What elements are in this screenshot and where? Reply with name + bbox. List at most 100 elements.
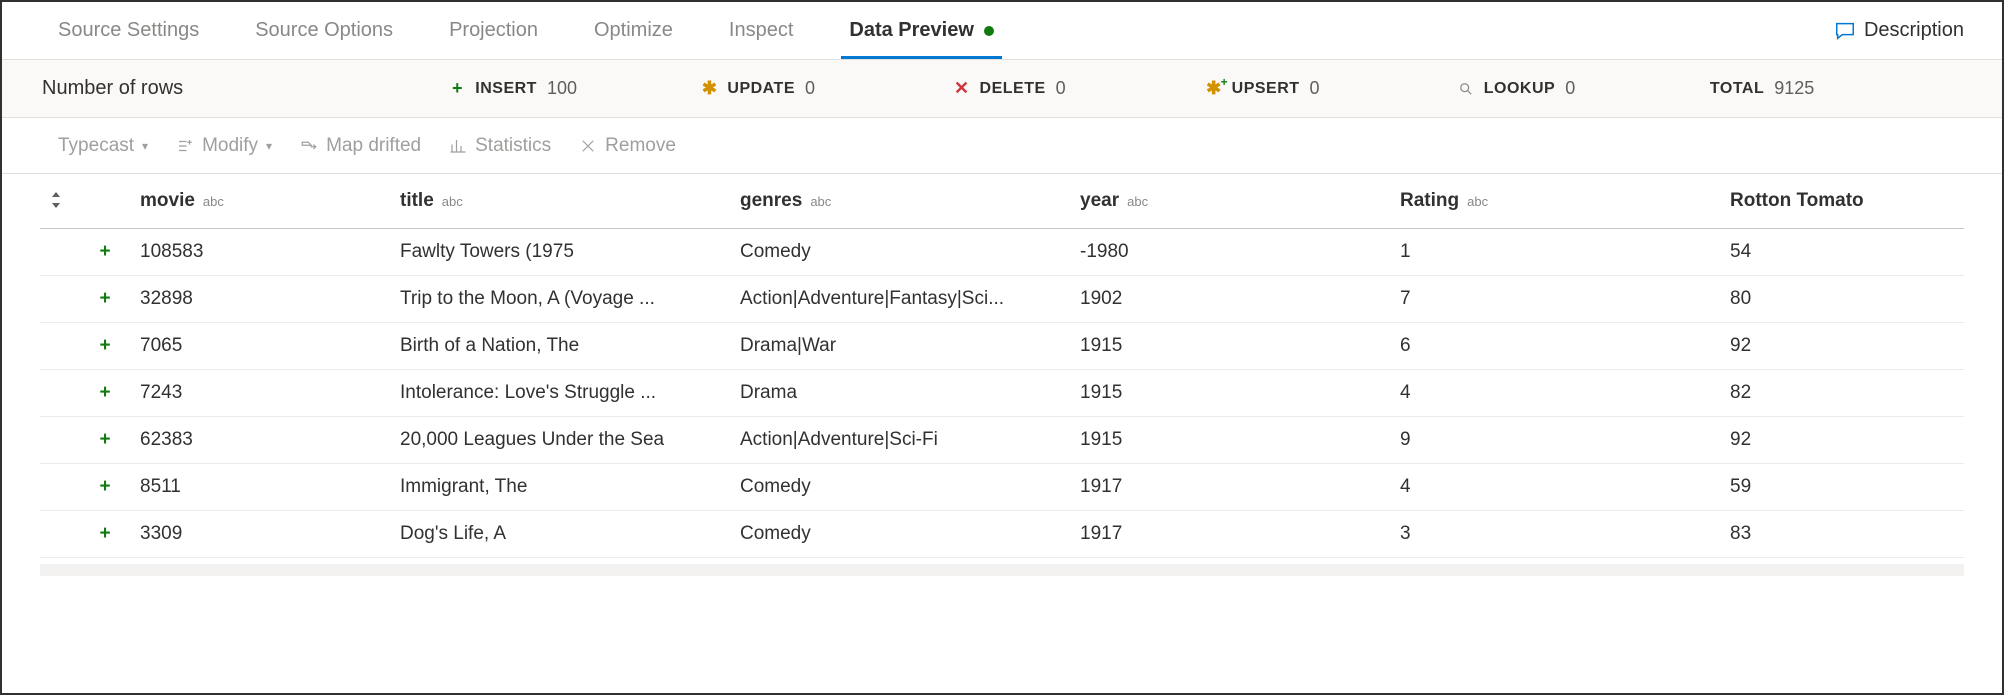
col-year[interactable]: yearabc	[1070, 174, 1390, 229]
stat-name: TOTAL	[1710, 80, 1764, 98]
tab-projection[interactable]: Projection	[421, 2, 566, 59]
asterisk-icon: ✱	[701, 81, 717, 97]
insert-row-icon: +	[99, 523, 110, 544]
table-row[interactable]: +7065Birth of a Nation, TheDrama|War1915…	[40, 323, 1964, 370]
tab-label: Optimize	[594, 19, 673, 42]
cell: 83	[1720, 511, 1964, 558]
cell: Drama|War	[730, 323, 1070, 370]
cell: 7243	[130, 370, 390, 417]
cell: 7	[1390, 276, 1720, 323]
map-drifted-button[interactable]: Map drifted	[300, 135, 421, 157]
table-row[interactable]: +32898Trip to the Moon, A (Voyage ...Act…	[40, 276, 1964, 323]
stat-value: 0	[1565, 78, 1575, 99]
description-button[interactable]: Description	[1824, 19, 1974, 42]
table-row[interactable]: +108583Fawlty Towers (1975Comedy-1980154	[40, 229, 1964, 276]
cell: 62383	[130, 417, 390, 464]
stat-value: 100	[547, 78, 577, 99]
cell: 108583	[130, 229, 390, 276]
col-title[interactable]: titleabc	[390, 174, 730, 229]
stat-name: INSERT	[475, 80, 537, 98]
statistics-icon	[449, 137, 467, 155]
cell: Immigrant, The	[390, 464, 730, 511]
stat-name: UPSERT	[1232, 80, 1300, 98]
col-genres[interactable]: genresabc	[730, 174, 1070, 229]
cell: 1917	[1070, 511, 1390, 558]
table-row[interactable]: +6238320,000 Leagues Under the SeaAction…	[40, 417, 1964, 464]
cell: Action|Adventure|Fantasy|Sci...	[730, 276, 1070, 323]
chevron-down-icon: ▾	[266, 139, 272, 153]
type-tag: abc	[442, 194, 463, 209]
tab-label: Source Settings	[58, 19, 199, 42]
cell: 6	[1390, 323, 1720, 370]
stat-name: UPDATE	[727, 80, 795, 98]
cell: Comedy	[730, 464, 1070, 511]
cell: 1915	[1070, 370, 1390, 417]
stat-upsert: ✱ + UPSERT 0	[1206, 78, 1458, 99]
upsert-icon: ✱ +	[1206, 81, 1222, 97]
tab-source-settings[interactable]: Source Settings	[30, 2, 227, 59]
table-row[interactable]: +8511Immigrant, TheComedy1917459	[40, 464, 1964, 511]
stat-value: 0	[1056, 78, 1066, 99]
tab-label: Source Options	[255, 19, 393, 42]
header-row: movieabc titleabc genresabc yearabc Rati…	[40, 174, 1964, 229]
stat-name: DELETE	[980, 80, 1046, 98]
status-dot-icon	[984, 26, 994, 36]
cell: -1980	[1070, 229, 1390, 276]
insert-row-icon: +	[99, 429, 110, 450]
map-drifted-icon	[300, 137, 318, 155]
stat-value: 0	[805, 78, 815, 99]
stat-insert: + INSERT 100	[449, 78, 701, 99]
cell: 80	[1720, 276, 1964, 323]
cell: Fawlty Towers (1975	[390, 229, 730, 276]
cell: 54	[1720, 229, 1964, 276]
modify-button[interactable]: Modify ▾	[176, 135, 272, 157]
type-tag: abc	[1127, 194, 1148, 209]
tab-data-preview[interactable]: Data Preview	[821, 2, 1022, 59]
stat-update: ✱ UPDATE 0	[701, 78, 953, 99]
tab-label: Projection	[449, 19, 538, 42]
description-label: Description	[1864, 19, 1964, 42]
statistics-button[interactable]: Statistics	[449, 135, 551, 157]
cell: 20,000 Leagues Under the Sea	[390, 417, 730, 464]
stat-value: 0	[1310, 78, 1320, 99]
cell: Birth of a Nation, The	[390, 323, 730, 370]
col-rotton[interactable]: Rotton Tomato	[1720, 174, 1964, 229]
modify-icon	[176, 137, 194, 155]
cell: 92	[1720, 417, 1964, 464]
search-icon	[1458, 81, 1474, 97]
cell: 1	[1390, 229, 1720, 276]
insert-row-icon: +	[99, 382, 110, 403]
statistics-label: Statistics	[475, 135, 551, 157]
remove-label: Remove	[605, 135, 676, 157]
cell: 1902	[1070, 276, 1390, 323]
cell: Comedy	[730, 229, 1070, 276]
horizontal-scrollbar[interactable]	[40, 564, 1964, 576]
data-grid: movieabc titleabc genresabc yearabc Rati…	[2, 174, 2002, 558]
remove-icon	[579, 137, 597, 155]
stat-name: LOOKUP	[1484, 80, 1555, 98]
tab-label: Data Preview	[849, 19, 974, 42]
tab-label: Inspect	[729, 19, 793, 42]
chevron-down-icon: ▾	[142, 139, 148, 153]
typecast-button[interactable]: Typecast ▾	[58, 135, 148, 157]
tab-inspect[interactable]: Inspect	[701, 2, 821, 59]
cell: Action|Adventure|Sci-Fi	[730, 417, 1070, 464]
cell: 92	[1720, 323, 1964, 370]
tab-source-options[interactable]: Source Options	[227, 2, 421, 59]
cell: 59	[1720, 464, 1964, 511]
table-row[interactable]: +3309Dog's Life, AComedy1917383	[40, 511, 1964, 558]
tab-optimize[interactable]: Optimize	[566, 2, 701, 59]
table-row[interactable]: +7243Intolerance: Love's Struggle ...Dra…	[40, 370, 1964, 417]
grid-toolbar: Typecast ▾ Modify ▾ Map drifted Statisti…	[2, 118, 2002, 174]
remove-button[interactable]: Remove	[579, 135, 676, 157]
stats-bar: Number of rows + INSERT 100 ✱ UPDATE 0 ✕…	[2, 60, 2002, 118]
stat-total: TOTAL 9125	[1710, 78, 1962, 99]
col-rating[interactable]: Ratingabc	[1390, 174, 1720, 229]
cell: 1915	[1070, 323, 1390, 370]
stat-value: 9125	[1774, 78, 1814, 99]
cell: 7065	[130, 323, 390, 370]
cell: Trip to the Moon, A (Voyage ...	[390, 276, 730, 323]
col-movie[interactable]: movieabc	[130, 174, 390, 229]
sort-handle[interactable]	[40, 174, 80, 229]
cell: 32898	[130, 276, 390, 323]
